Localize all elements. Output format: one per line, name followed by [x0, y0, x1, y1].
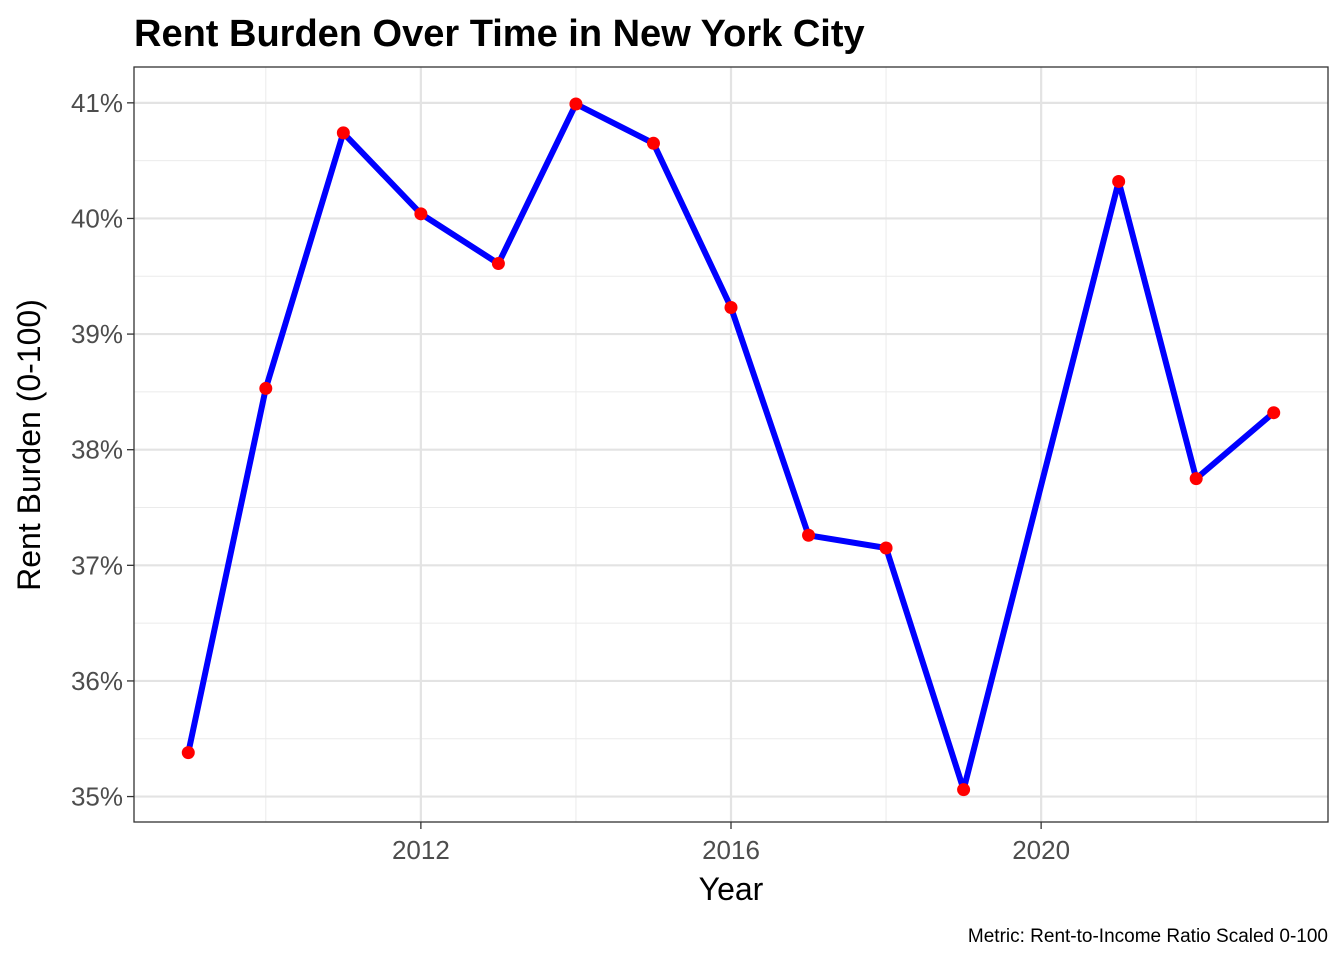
chart-caption: Metric: Rent-to-Income Ratio Scaled 0-10…: [968, 926, 1328, 947]
data-point: [1267, 406, 1281, 420]
data-series: [181, 97, 1281, 797]
data-point: [414, 207, 428, 221]
y-tick-label: 36%: [71, 666, 123, 696]
x-axis-title: Year: [699, 871, 764, 907]
y-tick-label: 35%: [71, 782, 123, 812]
y-tick-label: 41%: [71, 88, 123, 118]
data-point: [1189, 472, 1203, 486]
y-axis-title: Rent Burden (0-100): [11, 299, 47, 591]
x-axis: 2012 2016 2020: [392, 822, 1070, 865]
data-point: [802, 528, 816, 542]
y-tick-label: 39%: [71, 319, 123, 349]
data-point: [1112, 174, 1126, 188]
data-point: [957, 783, 971, 797]
x-tick-label: 2016: [702, 835, 760, 865]
data-point: [181, 746, 195, 760]
data-point: [336, 126, 350, 140]
data-point: [491, 257, 505, 271]
data-point: [646, 136, 660, 150]
data-point: [724, 300, 738, 314]
major-gridlines: [134, 67, 1328, 822]
chart-title: Rent Burden Over Time in New York City: [134, 13, 865, 55]
y-axis: 35% 36% 37% 38% 39% 40% 41%: [71, 88, 134, 812]
data-point: [259, 381, 273, 395]
y-tick-label: 37%: [71, 550, 123, 580]
y-tick-label: 38%: [71, 435, 123, 465]
x-tick-label: 2012: [392, 835, 450, 865]
y-tick-label: 40%: [71, 203, 123, 233]
x-tick-label: 2020: [1012, 835, 1070, 865]
data-point: [569, 97, 583, 111]
data-point: [879, 541, 893, 555]
